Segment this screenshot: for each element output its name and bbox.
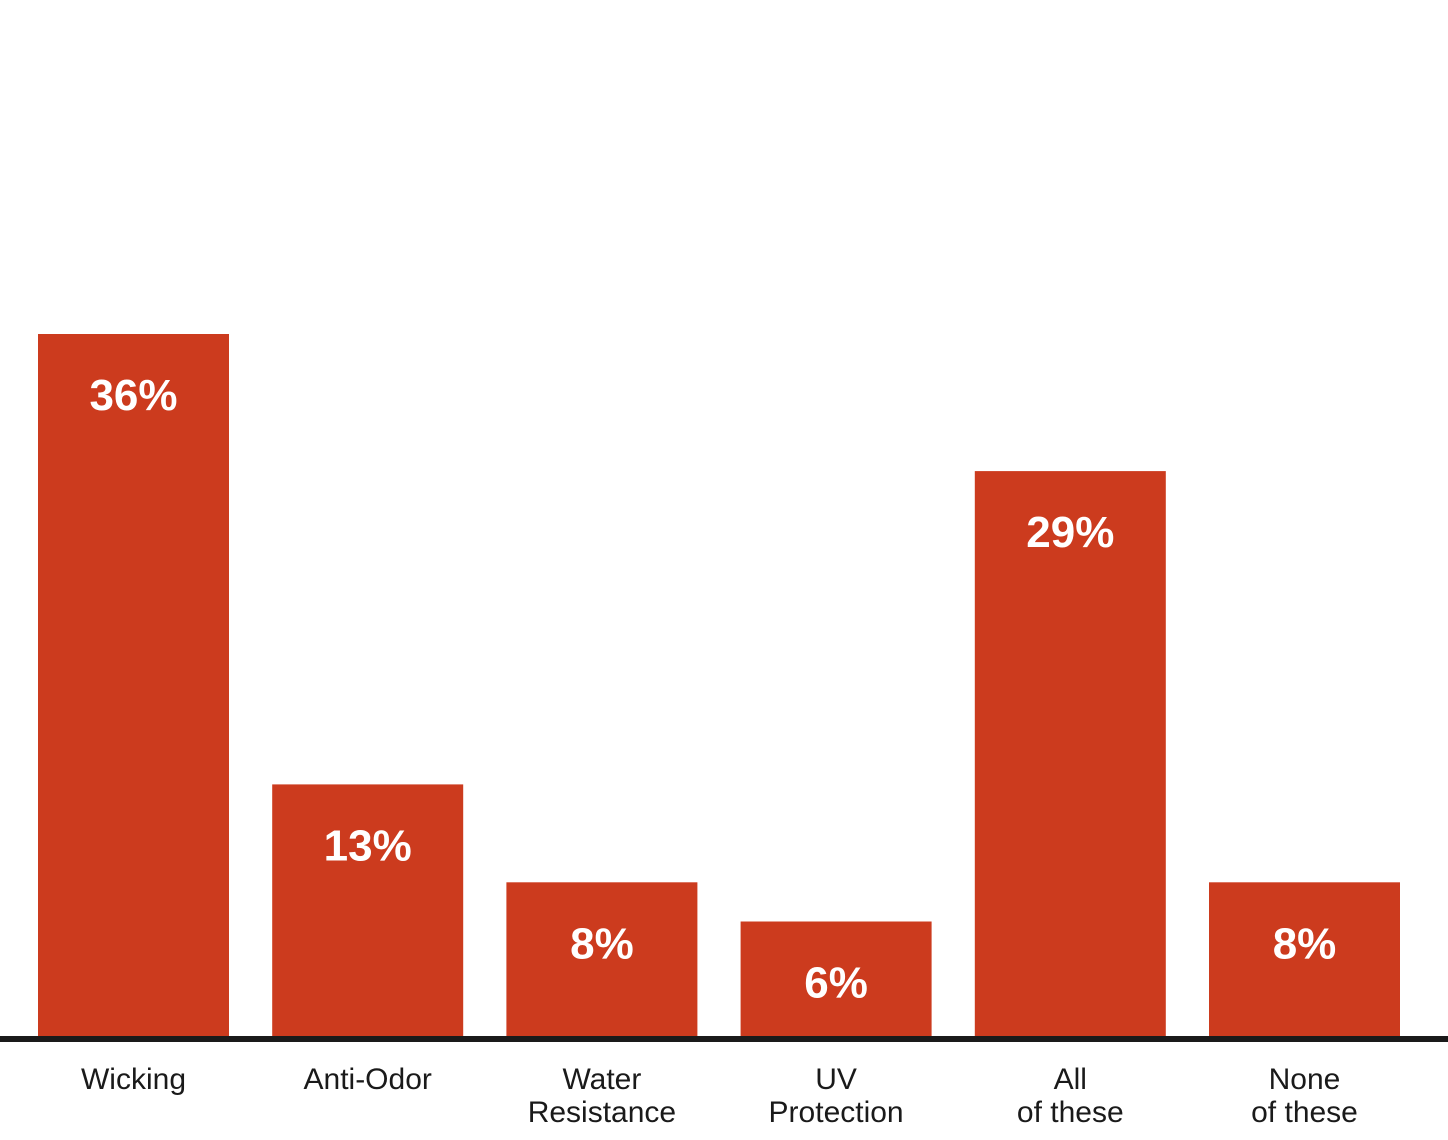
bar-value-label-0: 36% <box>89 371 177 420</box>
category-label-1: Anti-Odor <box>304 1063 432 1096</box>
category-label-line: Protection <box>769 1096 904 1129</box>
bar-4 <box>974 471 1166 1040</box>
bar-value-label-3: 6% <box>804 959 868 1008</box>
bar-value-label-1: 13% <box>324 821 412 870</box>
bar-2 <box>506 882 698 1039</box>
category-label-line: Water <box>562 1063 641 1096</box>
category-label-5: None of these <box>1251 1063 1358 1129</box>
category-label-line: Anti-Odor <box>304 1063 432 1096</box>
category-label-line: of these <box>1017 1096 1124 1129</box>
bar-3 <box>740 921 932 1039</box>
category-label-4: All of these <box>1017 1063 1124 1129</box>
bar-1 <box>272 784 464 1039</box>
category-label-line: UV <box>815 1063 857 1096</box>
category-label-line: Wicking <box>81 1063 186 1096</box>
category-label-line: All <box>1054 1063 1087 1096</box>
bar-5 <box>1209 882 1400 1039</box>
category-label-0: Wicking <box>81 1063 186 1096</box>
value-labels-group: 36% 13% 8% 6% 29% 8% <box>89 371 1336 1008</box>
category-labels-group: Wicking Anti-Odor Water Resistance UV Protect… <box>81 1063 1358 1129</box>
bar-value-label-4: 29% <box>1026 508 1114 557</box>
category-label-line: None <box>1269 1063 1341 1096</box>
category-label-2: Water Resistance <box>528 1063 676 1129</box>
category-label-line: Resistance <box>528 1096 676 1129</box>
bar-0 <box>38 334 229 1039</box>
bar-value-label-2: 8% <box>570 919 634 968</box>
category-label-3: UV Protection <box>769 1063 904 1129</box>
category-label-line: of these <box>1251 1096 1358 1129</box>
bar-value-label-5: 8% <box>1273 919 1337 968</box>
bars-group <box>38 334 1400 1040</box>
